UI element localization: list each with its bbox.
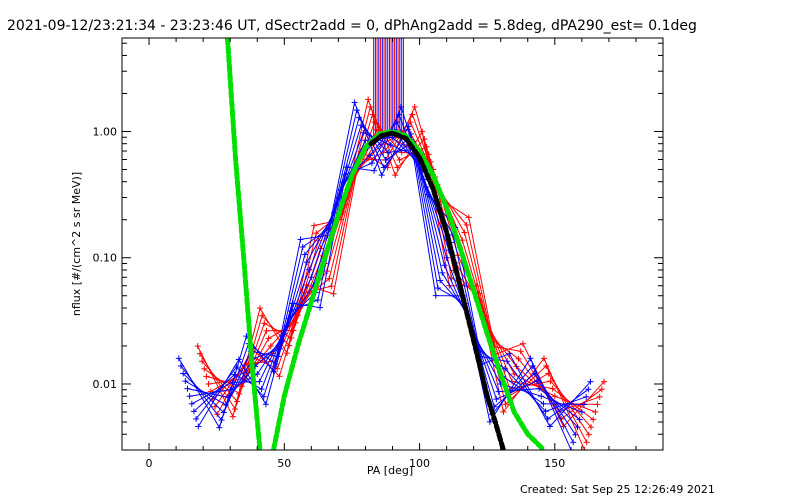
- y-axis-label: nflux [#/(cm^2 s sr MeV)]: [70, 172, 83, 316]
- chart-title: 2021-09-12/23:21:34 - 23:23:46 UT, dSect…: [7, 18, 697, 34]
- y-tick-label: 0.01: [93, 378, 118, 391]
- created-timestamp: Created: Sat Sep 25 12:26:49 2021: [520, 483, 715, 496]
- x-tick-label: 150: [544, 457, 565, 470]
- fit-curve-dashed: [271, 128, 547, 450]
- fit-curve-dashed: [225, 38, 263, 450]
- series-line: [193, 121, 587, 412]
- x-tick-label: 0: [146, 457, 153, 470]
- series-line: [208, 136, 596, 413]
- plot-area: [175, 38, 608, 450]
- series-line: [195, 113, 589, 420]
- x-axis-label: PA [deg]: [367, 464, 413, 477]
- x-tick-label: 100: [409, 457, 430, 470]
- plot-series-group: [175, 38, 608, 450]
- x-tick-label: 50: [277, 457, 291, 470]
- y-tick-label: 1.00: [93, 125, 118, 138]
- y-tick-label: 0.10: [93, 252, 118, 265]
- fit-curve-dashed: [368, 130, 506, 450]
- axes: 0 50 100 150 0.01 0.10 1.00: [93, 37, 664, 470]
- series-line: [197, 105, 591, 428]
